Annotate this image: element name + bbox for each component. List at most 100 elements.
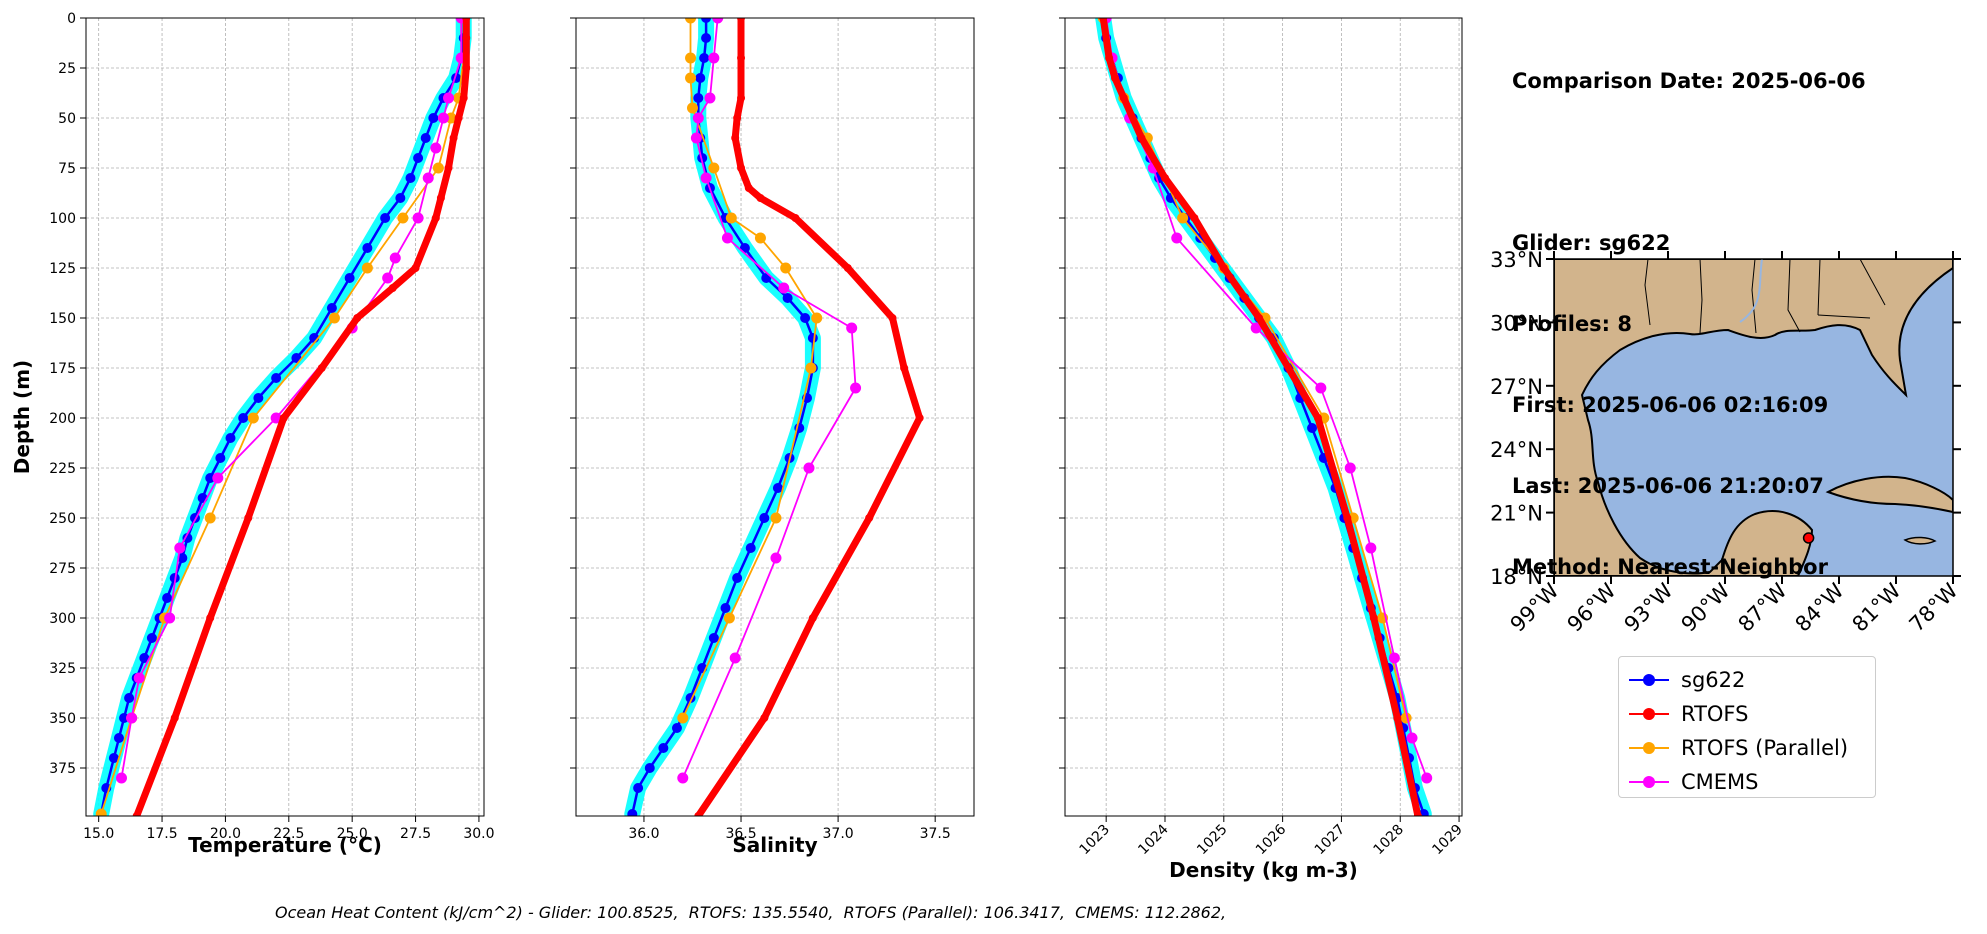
data-point-rtofs [388,284,397,292]
info-line: First: 2025-06-06 02:16:09 [1512,393,1829,417]
data-point-rtofs [317,364,326,372]
data-point-glider [420,133,431,143]
data-point-glider [807,333,818,343]
data-point-rtofs-parallel [770,512,782,524]
series-line-glider [631,18,815,815]
x-tick-label: 25.0 [337,826,368,842]
data-point-rtofs [808,614,817,622]
data-point-cmems [1344,462,1356,474]
data-point-rtofs [1343,514,1352,522]
data-point-glider [644,763,655,773]
legend-item: CMEMS [1629,765,1865,799]
data-point-cmems [174,542,186,554]
data-point-cmems [422,172,434,184]
y-tick-label: 225 [49,461,76,477]
info-line: Comparison Date: 2025-06-06 [1512,69,1866,93]
data-point-rtofs [791,214,800,222]
data-point-rtofs [1160,174,1169,182]
series-line-cmems [120,18,463,779]
data-point-rtofs [1190,214,1199,222]
axes-frame [85,17,485,817]
x-tick-label: 17.5 [146,826,177,842]
map-river [1739,259,1763,323]
data-point-rtofs [1393,714,1402,722]
data-point-rtofs-parallel [805,362,817,374]
data-point-cmems [1315,382,1327,394]
series-group [1095,18,1433,816]
data-point-glider [225,433,236,443]
lat-tick-label: 33°N [1490,248,1543,272]
series-line-cmems [1105,18,1428,779]
data-point-glider [658,743,669,753]
y-tick-label: 125 [49,261,76,277]
data-point-glider [405,173,416,183]
legend-label: CMEMS [1681,770,1759,794]
x-tick-label: 15.0 [83,826,114,842]
x-axis-label: Density (kg m-3) [1169,858,1358,882]
lat-tick-label: 21°N [1490,502,1543,526]
data-point-glider [253,393,264,403]
axes-panel-3: 1023 1024 1025 1026 1027 1028 1029 Density (kg … [1059,17,1466,882]
data-point-glider [772,483,783,493]
map-land-jamaica [1903,536,1937,545]
data-point-rtofs [731,134,740,142]
x-axis-label: Salinity [732,833,817,857]
x-tick-label: 22.5 [273,826,304,842]
data-point-cmems [1250,322,1262,334]
y-tick-label: 100 [49,211,76,227]
data-point-rtofs [843,264,852,272]
data-point-rtofs-parallel [754,232,766,244]
data-point-cmems [382,272,394,284]
x-tick-label: 30.0 [463,826,494,842]
data-point-cmems [164,612,176,624]
legend: sg622 RTOFS RTOFS (Parallel) CMEMS [1618,656,1876,798]
data-point-glider [759,513,770,523]
data-point-rtofs-parallel [95,808,107,816]
data-point-cmems [690,132,702,144]
data-point-glider [146,633,157,643]
data-point-rtofs-parallel [247,412,259,424]
data-point-glider [108,753,119,763]
x-tick-label: 1025 [1194,822,1231,859]
data-point-glider [413,153,424,163]
data-point-rtofs-parallel [1177,212,1189,224]
data-point-rtofs [733,114,742,122]
y-tick-label: 200 [49,411,76,427]
data-point-rtofs [1137,134,1146,142]
data-point-rtofs-parallel [397,212,409,224]
y-tick-label: 275 [49,561,76,577]
data-point-rtofs [1369,614,1378,622]
data-point-rtofs-parallel [204,512,216,524]
data-point-rtofs [1099,18,1108,22]
data-point-cmems [846,322,858,334]
data-point-rtofs-parallel [445,112,457,124]
info-line: Glider: sg622 [1512,231,1671,255]
x-tick-label: 36.0 [628,826,659,842]
lat-tick-label: 27°N [1490,375,1543,399]
data-point-cmems [430,142,442,154]
data-point-cmems [133,672,145,684]
data-point-rtofs [1110,74,1119,82]
data-point-glider [671,723,682,733]
ohc-footer: Ocean Heat Content (kJ/cm^2) - Glider: 1… [275,903,1227,922]
y-tick-label: 325 [49,661,76,677]
data-point-rtofs-parallel [685,72,697,84]
glider-position-marker [1802,532,1815,544]
data-point-cmems [1388,652,1400,664]
series-group [93,18,472,816]
data-point-cmems [677,772,689,784]
data-point-rtofs [353,314,362,322]
legend-swatch [1629,673,1669,687]
data-point-glider [720,603,731,613]
data-point-rtofs [1105,54,1114,62]
data-point-glider [215,453,226,463]
legend-label: sg622 [1681,668,1746,692]
data-point-rtofs [459,94,468,102]
data-point-cmems [692,112,704,124]
data-point-cmems [437,112,449,124]
legend-item: RTOFS [1629,697,1865,731]
x-tick-label: 20.0 [210,826,241,842]
data-point-glider [344,273,355,283]
data-point-glider [177,553,188,563]
data-point-cmems [704,92,716,104]
